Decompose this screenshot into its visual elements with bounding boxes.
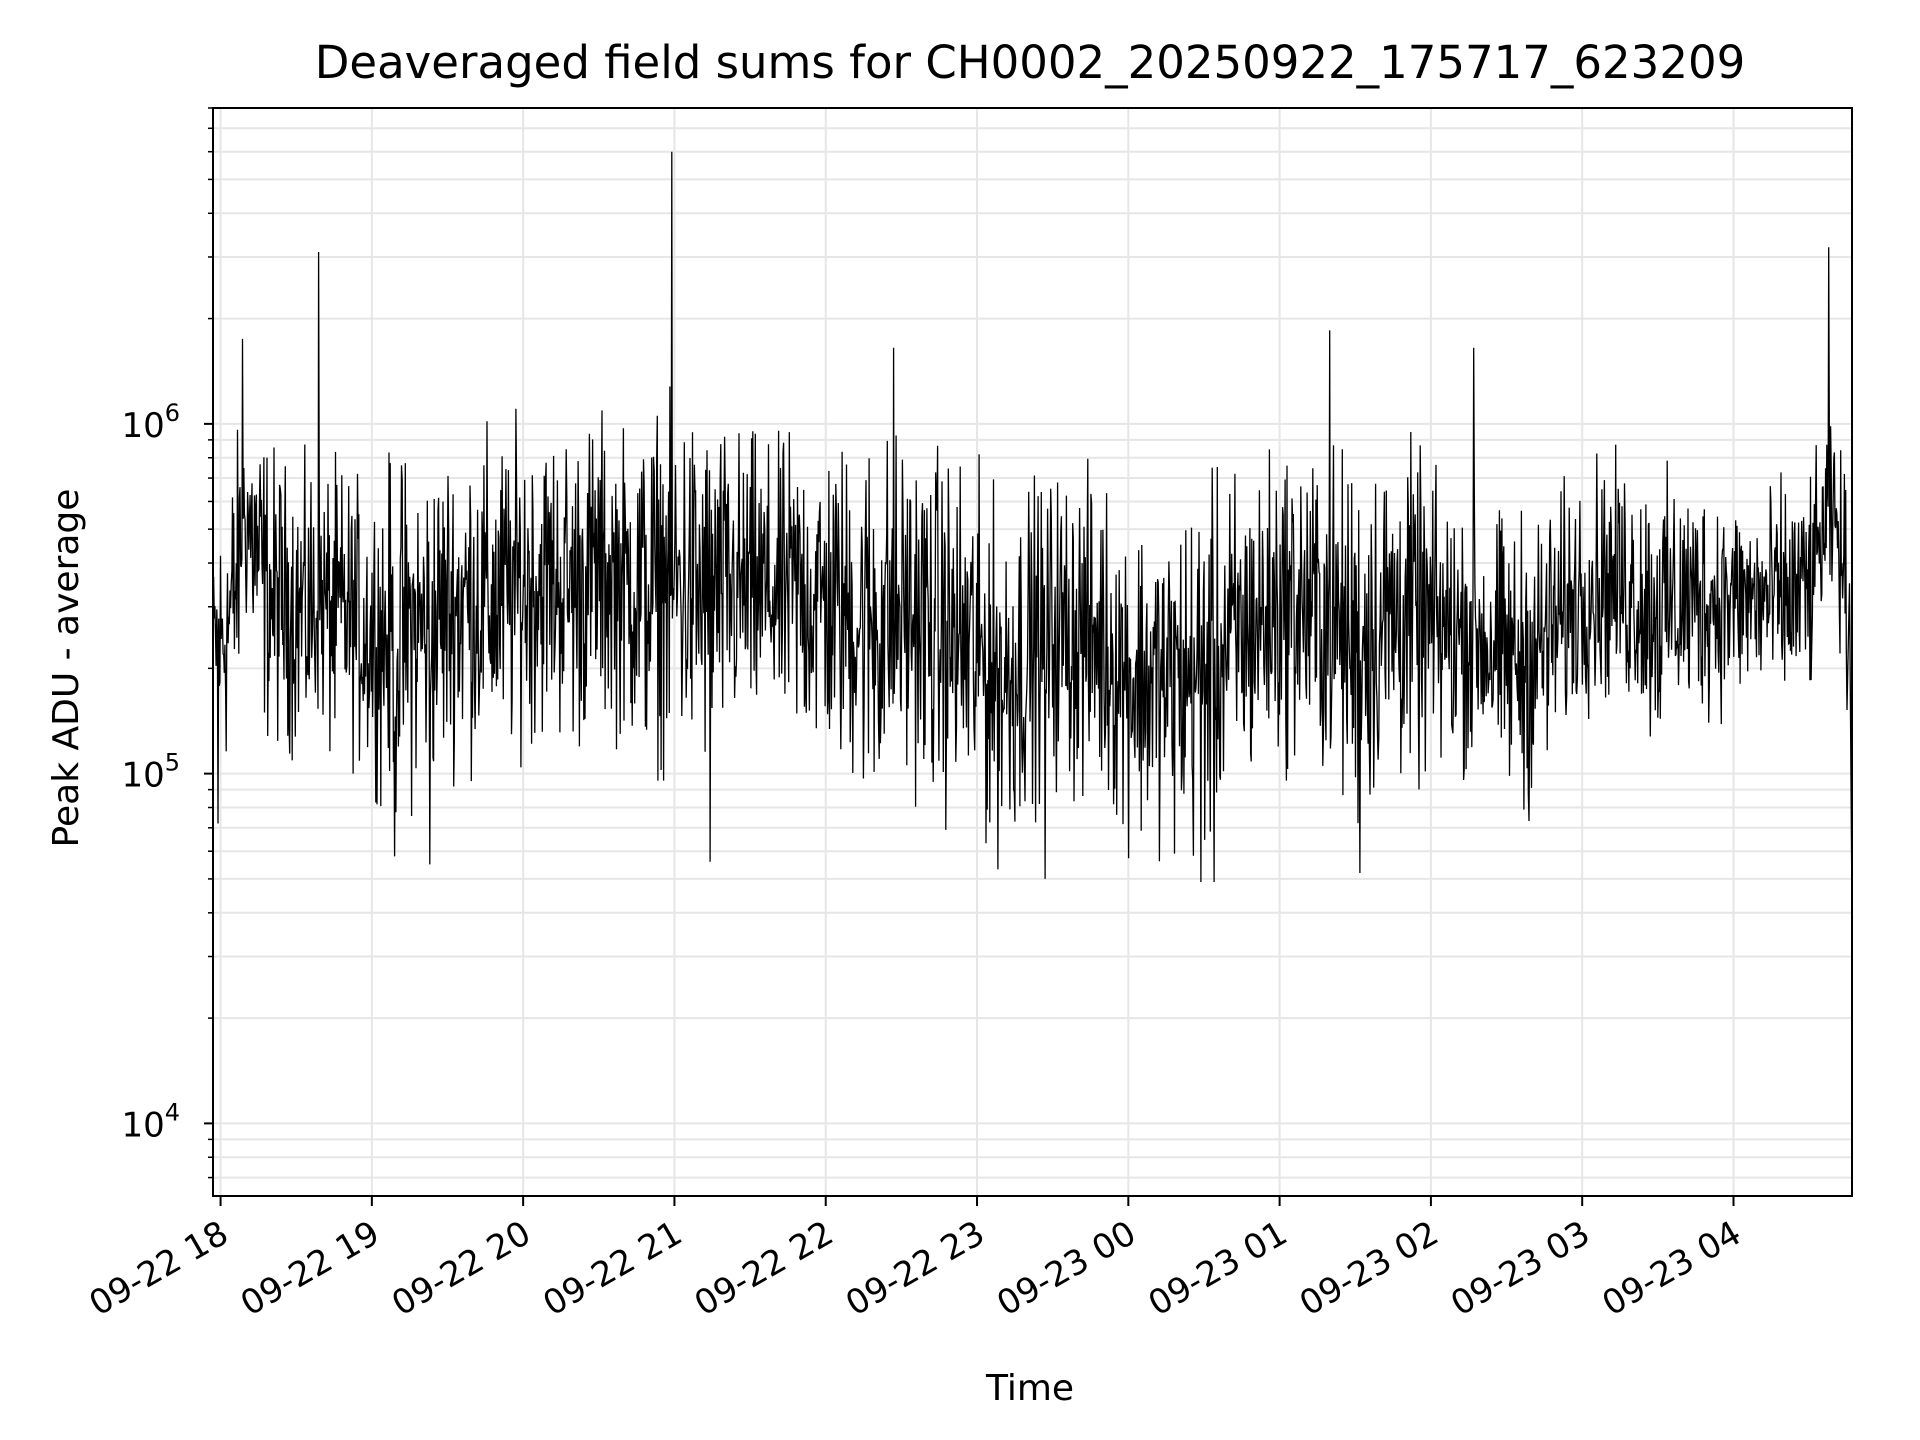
y-tick-label: 105 [121,749,180,796]
x-axis-label: Time [985,1368,1074,1409]
y-tick-label: 104 [121,1098,180,1145]
y-tick-exponent: 5 [165,749,180,777]
grid [213,107,1852,1196]
chart-title: Deaveraged field sums for CH0002_2025092… [315,36,1745,89]
y-tick-exponent: 6 [165,399,180,427]
y-tick-base: 10 [121,406,164,446]
y-tick-exponent: 4 [165,1098,180,1126]
plot-frame [212,107,1853,1197]
y-tick-base: 10 [121,1105,164,1145]
y-tick-base: 10 [121,756,164,796]
y-axis-label: Peak ADU - average [46,489,87,848]
series-line [212,151,1853,1149]
data-series [212,151,1853,1149]
y-tick-label: 106 [121,399,180,446]
